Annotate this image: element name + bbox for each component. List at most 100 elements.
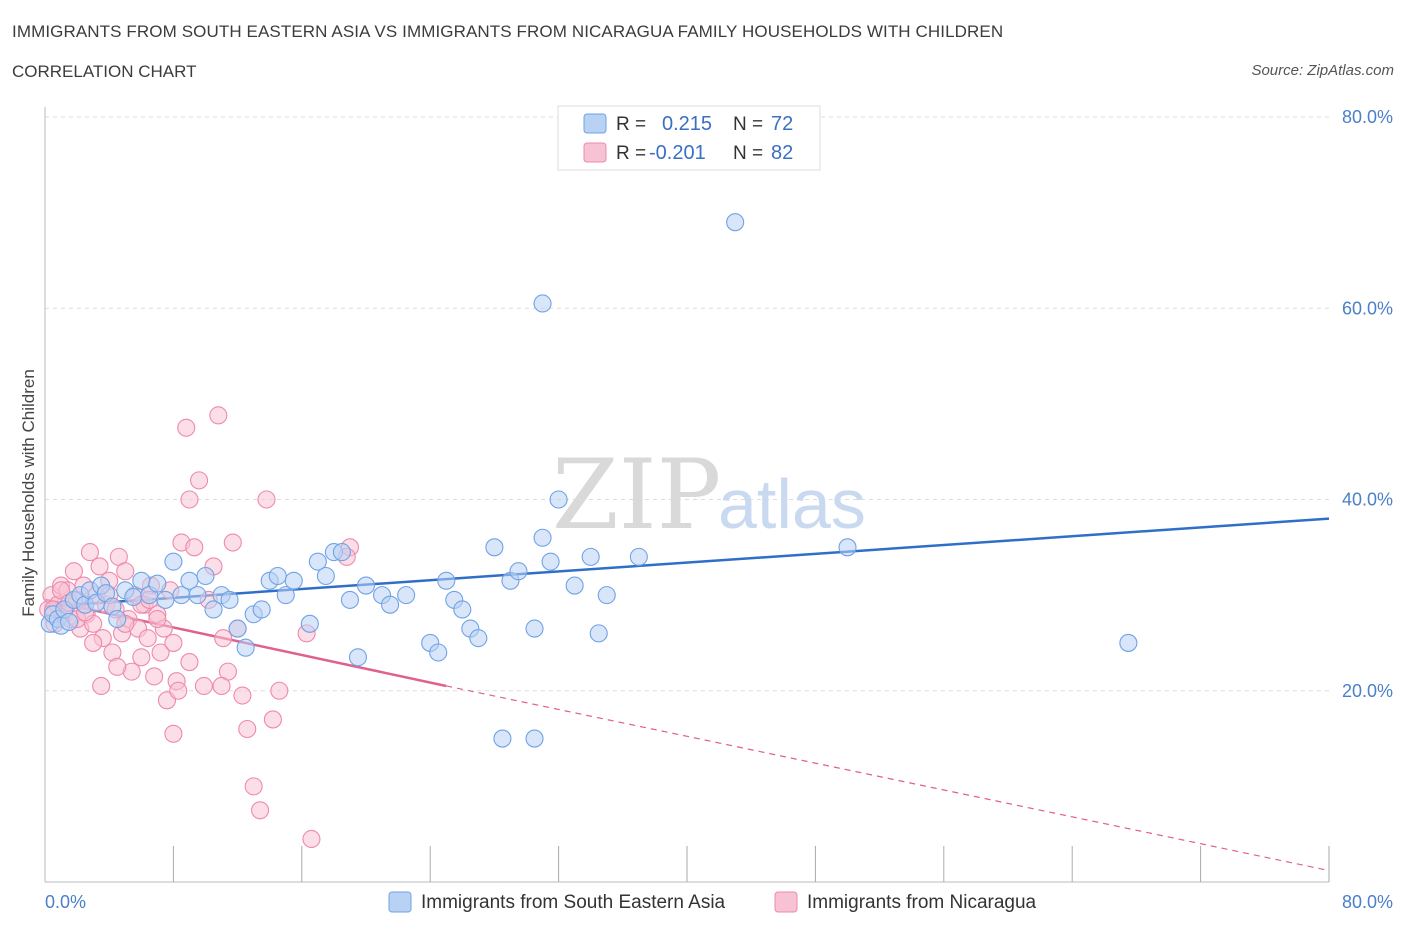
point-southeast-asia (356, 576, 376, 595)
axes (44, 107, 1330, 883)
point-nicaragua (164, 724, 183, 743)
point-southeast-asia (429, 643, 448, 662)
y-tick-label: 40.0% (1342, 490, 1393, 510)
stats-legend: R = 0.215 N = 72 R = -0.201 N = 82 (557, 105, 821, 171)
legend-r-value-1: 0.215 (662, 113, 712, 135)
legend-n-value-1: 72 (771, 113, 793, 135)
point-nicaragua (185, 538, 204, 557)
watermark-zip: ZIP (552, 439, 721, 551)
point-nicaragua (263, 710, 282, 729)
point-southeast-asia (541, 552, 560, 571)
point-southeast-asia (220, 590, 239, 609)
point-southeast-asia (437, 571, 456, 590)
point-nicaragua (177, 418, 196, 437)
watermark-atlas: atlas (718, 465, 866, 543)
point-nicaragua (90, 557, 109, 576)
point-southeast-asia (493, 729, 512, 748)
point-nicaragua (214, 629, 233, 648)
point-southeast-asia (381, 595, 400, 614)
point-nicaragua (190, 471, 209, 490)
point-nicaragua (64, 562, 83, 581)
point-nicaragua (180, 490, 199, 509)
y-axis-label: Family Households with Children (19, 369, 38, 617)
point-nicaragua (233, 686, 252, 705)
point-nicaragua (194, 676, 213, 696)
point-nicaragua (302, 829, 321, 849)
point-nicaragua (223, 533, 242, 552)
trend-line-nicaragua-extension (446, 685, 1330, 872)
point-southeast-asia (316, 566, 335, 586)
x-tick-label: 0.0% (45, 892, 86, 912)
point-southeast-asia (148, 574, 167, 593)
point-southeast-asia (188, 586, 207, 605)
point-southeast-asia (509, 562, 528, 581)
point-southeast-asia (124, 587, 143, 607)
point-southeast-asia (525, 619, 544, 638)
point-southeast-asia (300, 614, 319, 633)
point-southeast-asia (348, 648, 368, 667)
point-southeast-asia (340, 590, 360, 609)
point-southeast-asia (308, 552, 327, 571)
point-nicaragua (251, 801, 270, 820)
chart-title: IMMIGRANTS FROM SOUTH EASTERN ASIA VS IM… (12, 22, 1004, 41)
point-nicaragua (180, 653, 199, 672)
point-southeast-asia (597, 586, 616, 605)
y-tick-label: 60.0% (1342, 298, 1393, 318)
point-southeast-asia (589, 624, 608, 643)
point-nicaragua (169, 681, 188, 700)
point-southeast-asia (196, 566, 215, 586)
series-legend-label-blue: Immigrants from South Eastern Asia (421, 892, 726, 913)
point-southeast-asia (60, 612, 79, 631)
point-nicaragua (238, 719, 257, 739)
point-southeast-asia (838, 538, 857, 557)
point-southeast-asia (108, 609, 127, 629)
point-southeast-asia (284, 571, 303, 590)
point-nicaragua (84, 633, 103, 652)
point-southeast-asia (565, 576, 584, 595)
point-southeast-asia (549, 490, 568, 509)
x-tick-label: 80.0% (1342, 892, 1393, 912)
point-southeast-asia (332, 543, 351, 562)
point-nicaragua (132, 648, 151, 667)
point-southeast-asia (533, 294, 552, 313)
point-nicaragua (151, 643, 170, 662)
point-nicaragua (145, 667, 164, 686)
legend-n-label-1: N = (733, 114, 763, 135)
point-nicaragua (209, 406, 228, 425)
legend-swatch-pink (583, 142, 607, 163)
point-southeast-asia (252, 600, 271, 619)
series-legend-swatch-blue (388, 891, 412, 913)
point-nicaragua (164, 633, 183, 652)
tick-labels: 20.0% 40.0% 60.0% 80.0% 0.0% 80.0% (45, 107, 1393, 912)
point-southeast-asia (581, 547, 600, 566)
point-southeast-asia (156, 590, 175, 609)
grid-lines (45, 116, 1329, 692)
point-southeast-asia (453, 600, 472, 619)
y-tick-label: 20.0% (1342, 681, 1393, 701)
point-southeast-asia (629, 547, 648, 566)
point-nicaragua (270, 681, 289, 700)
point-southeast-asia (469, 629, 488, 648)
point-southeast-asia (204, 600, 223, 619)
series-legend-swatch-pink (774, 891, 798, 913)
point-nicaragua (244, 777, 263, 796)
point-nicaragua (148, 609, 167, 629)
point-southeast-asia (533, 528, 552, 547)
legend-r-value-2: -0.201 (649, 142, 706, 164)
point-nicaragua (212, 676, 231, 696)
series-legend-label-pink: Immigrants from Nicaragua (807, 892, 1037, 913)
point-nicaragua (92, 676, 111, 696)
point-southeast-asia (268, 566, 287, 586)
legend-swatch-blue (583, 113, 607, 134)
watermark: ZIP atlas (552, 439, 866, 551)
point-southeast-asia (726, 213, 745, 232)
legend-r-label-1: R = (616, 114, 646, 135)
point-southeast-asia (276, 586, 295, 605)
point-southeast-asia (236, 638, 255, 657)
point-nicaragua (80, 543, 99, 562)
data-points (39, 213, 1138, 849)
point-southeast-asia (397, 586, 416, 605)
point-southeast-asia (228, 619, 247, 638)
point-southeast-asia (164, 552, 183, 571)
